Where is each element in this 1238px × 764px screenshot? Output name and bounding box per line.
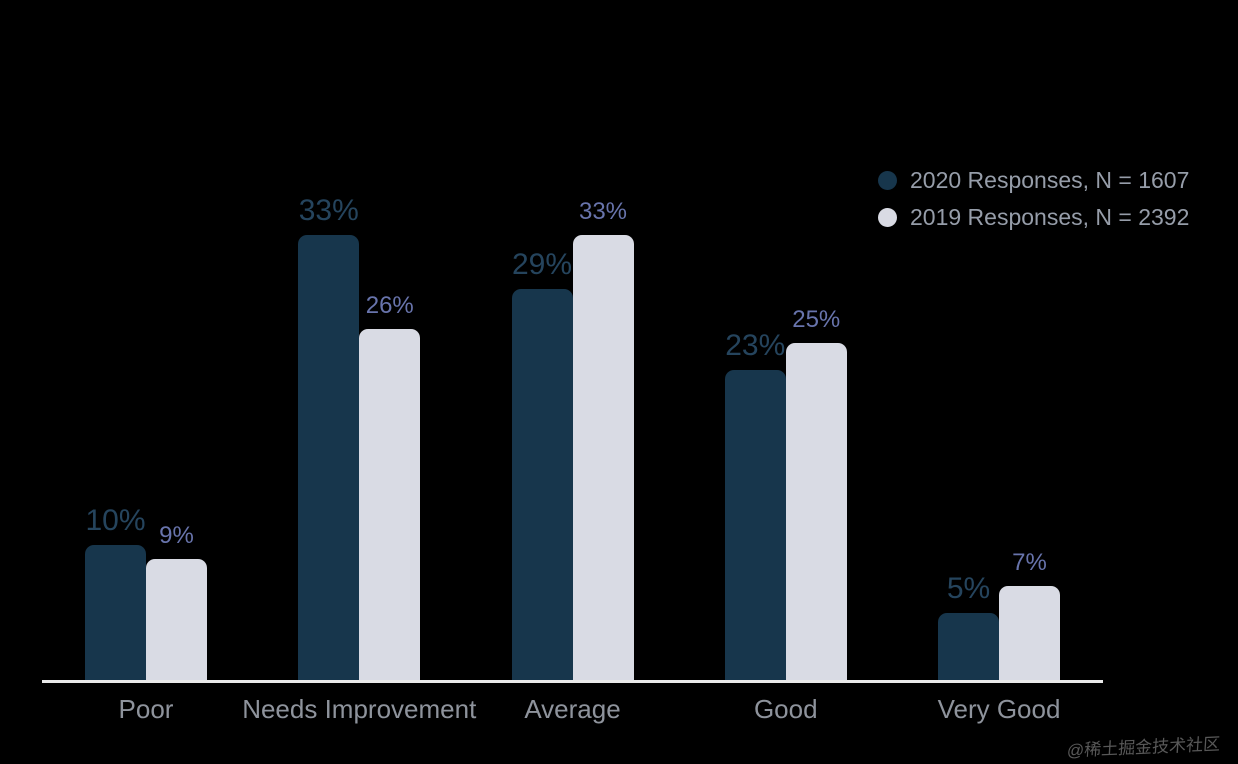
bar-value-label-2020: 23%: [725, 328, 786, 362]
plot-area: 10% 9% Poor 33% 26% Needs Improvement 29% 33% Av…: [42, 0, 1103, 725]
bar-wrap-2019: 9%: [146, 522, 207, 680]
bar-wrap-2020: 5%: [938, 572, 999, 680]
bar-wrap-2019: 25%: [785, 306, 847, 680]
category-label: Needs Improvement: [242, 694, 477, 724]
bar-wrap-2019: 26%: [359, 292, 421, 680]
bar-group: 5% 7% Very Good: [938, 549, 1061, 725]
bar-value-label-2020: 29%: [511, 247, 573, 281]
legend-swatch-2020-icon: [878, 170, 897, 190]
bar-group: 29% 33% Average: [511, 198, 634, 724]
bar-2020: [298, 234, 360, 680]
bar-2020: [511, 288, 573, 680]
legend: 2020 Responses, N = 1607 2019 Responses,…: [878, 166, 1189, 231]
bar-group: 10% 9% Poor: [85, 504, 207, 724]
bar-value-label-2019: 26%: [365, 292, 414, 319]
bar-value-label-2020: 5%: [946, 571, 991, 605]
bar-value-label-2019: 7%: [1012, 548, 1047, 576]
bar-2020: [724, 369, 786, 680]
bar-2019: [785, 342, 847, 680]
bar-value-label-2019: 33%: [578, 197, 628, 225]
legend-item-2019: 2019 Responses, N = 2392: [878, 203, 1189, 231]
bar-wrap-2020: 33%: [298, 194, 360, 680]
bar-group: 33% 26% Needs Improvement: [242, 194, 476, 725]
bar-2020: [938, 612, 999, 680]
legend-label-2019: 2019 Responses, N = 2392: [910, 204, 1190, 230]
category-label: Average: [524, 694, 621, 724]
watermark: @稀土掘金技术社区: [1066, 734, 1221, 761]
bar-value-label-2020: 33%: [298, 193, 359, 227]
bar-value-label-2019: 25%: [792, 305, 841, 333]
bar-2019: [359, 329, 421, 680]
category-label: Very Good: [937, 694, 1061, 724]
bar-2019: [999, 585, 1060, 680]
bar-value-label-2020: 10%: [85, 504, 146, 537]
bar-wrap-2020: 29%: [511, 248, 573, 680]
legend-swatch-2019-icon: [878, 207, 897, 227]
bar-wrap-2020: 23%: [724, 329, 786, 680]
bar-value-label-2019: 9%: [159, 521, 194, 549]
bar-wrap-2019: 33%: [572, 198, 634, 680]
bar-wrap-2020: 10%: [85, 504, 146, 680]
bar-2019: [146, 558, 207, 680]
legend-item-2020: 2020 Responses, N = 1607: [878, 166, 1189, 194]
category-label: Poor: [118, 694, 174, 724]
bar-wrap-2019: 7%: [999, 549, 1060, 680]
category-label: Good: [753, 694, 818, 724]
legend-label-2020: 2020 Responses, N = 1607: [910, 167, 1190, 193]
bar-2020: [85, 545, 146, 680]
bar-group: 23% 25% Good: [724, 306, 847, 724]
bar-2019: [572, 234, 634, 680]
x-axis-line: [42, 680, 1103, 683]
